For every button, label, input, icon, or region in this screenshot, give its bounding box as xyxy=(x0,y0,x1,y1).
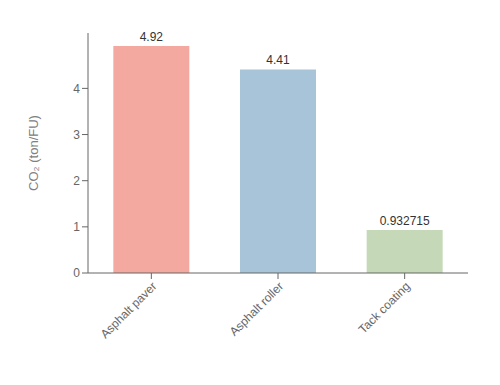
svg-text:3: 3 xyxy=(73,128,80,142)
svg-text:CO₂ (ton/FU): CO₂ (ton/FU) xyxy=(26,115,41,191)
svg-text:4.41: 4.41 xyxy=(266,53,290,67)
svg-text:0.932715: 0.932715 xyxy=(380,214,430,228)
svg-text:Asphalt roller: Asphalt roller xyxy=(227,279,286,338)
svg-text:1: 1 xyxy=(73,220,80,234)
svg-text:2: 2 xyxy=(73,174,80,188)
svg-text:Tack coating: Tack coating xyxy=(356,279,413,336)
svg-text:4.92: 4.92 xyxy=(140,30,164,44)
svg-text:0: 0 xyxy=(73,266,80,280)
svg-text:Asphalt paver: Asphalt paver xyxy=(98,279,160,341)
svg-text:4: 4 xyxy=(73,82,80,96)
